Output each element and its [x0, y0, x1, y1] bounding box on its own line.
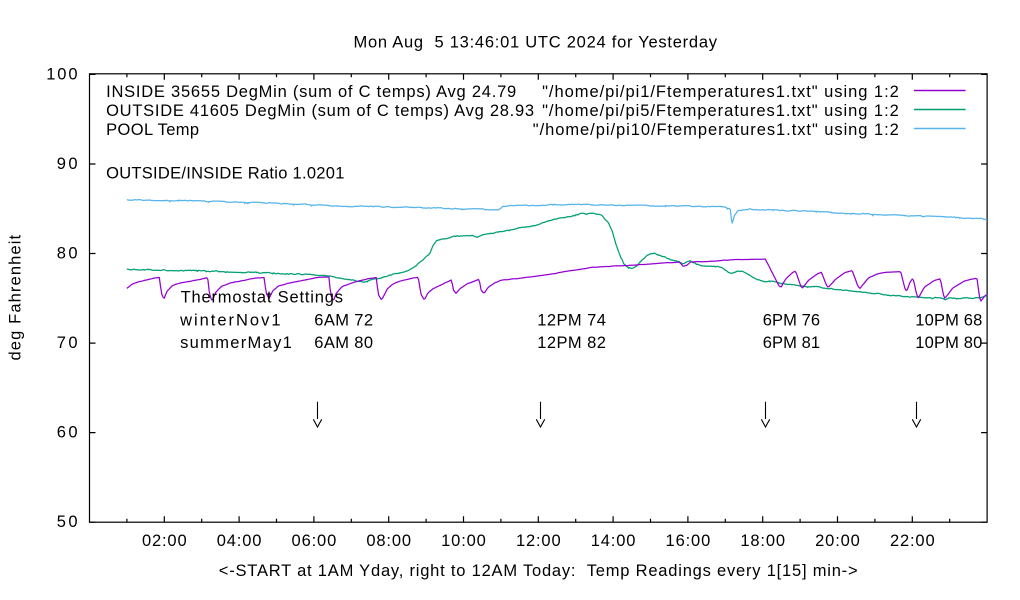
svg-text:06:00: 06:00 [292, 532, 337, 550]
svg-text:6PM 81: 6PM 81 [763, 334, 820, 352]
svg-text:02:00: 02:00 [142, 532, 187, 550]
svg-text:summerMay1: summerMay1 [180, 334, 292, 352]
svg-text:<-START at 1AM Yday, right to: <-START at 1AM Yday, right to 12AM Today… [219, 562, 858, 580]
svg-text:16:00: 16:00 [666, 532, 711, 550]
svg-text:100: 100 [46, 65, 77, 83]
svg-text:OUTSIDE/INSIDE Ratio 1.0201: OUTSIDE/INSIDE Ratio 1.0201 [106, 165, 344, 183]
svg-text:"/home/pi/pi5/Ftemperatures1.t: "/home/pi/pi5/Ftemperatures1.txt" using … [542, 102, 899, 120]
svg-text:deg Fahrenheit: deg Fahrenheit [7, 234, 25, 360]
svg-text:12PM 82: 12PM 82 [537, 334, 606, 352]
svg-text:6AM 72: 6AM 72 [314, 311, 373, 329]
svg-text:POOL Temp: POOL Temp [106, 121, 199, 139]
svg-text:22:00: 22:00 [890, 532, 935, 550]
svg-text:20:00: 20:00 [815, 532, 860, 550]
svg-text:12PM 74: 12PM 74 [537, 311, 606, 329]
svg-text:08:00: 08:00 [366, 532, 411, 550]
svg-text:10PM 80: 10PM 80 [915, 334, 982, 352]
svg-text:OUTSIDE 41605 DegMin (sum of C: OUTSIDE 41605 DegMin (sum of C temps) Av… [106, 102, 534, 120]
svg-text:6PM 76: 6PM 76 [763, 311, 820, 329]
svg-text:04:00: 04:00 [217, 532, 262, 550]
svg-text:INSIDE 35655 DegMin (sum of C: INSIDE 35655 DegMin (sum of C temps) Avg… [106, 83, 516, 101]
svg-text:12:00: 12:00 [516, 532, 561, 550]
svg-text:Mon Aug 5 13:46:01 UTC 2024 f: Mon Aug 5 13:46:01 UTC 2024 for Yesterda… [354, 34, 718, 52]
svg-text:10PM 68: 10PM 68 [915, 311, 982, 329]
svg-text:winterNov1: winterNov1 [179, 311, 280, 329]
svg-text:"/home/pi/pi10/Ftemperatures1.: "/home/pi/pi10/Ftemperatures1.txt" using… [533, 121, 899, 139]
svg-text:18:00: 18:00 [740, 532, 785, 550]
svg-text:6AM 80: 6AM 80 [314, 334, 373, 352]
svg-text:10:00: 10:00 [441, 532, 486, 550]
svg-text:"/home/pi/pi1/Ftemperatures1.t: "/home/pi/pi1/Ftemperatures1.txt" using … [542, 83, 899, 101]
svg-text:14:00: 14:00 [591, 532, 636, 550]
svg-text:Thermostat Settings: Thermostat Settings [181, 288, 343, 306]
